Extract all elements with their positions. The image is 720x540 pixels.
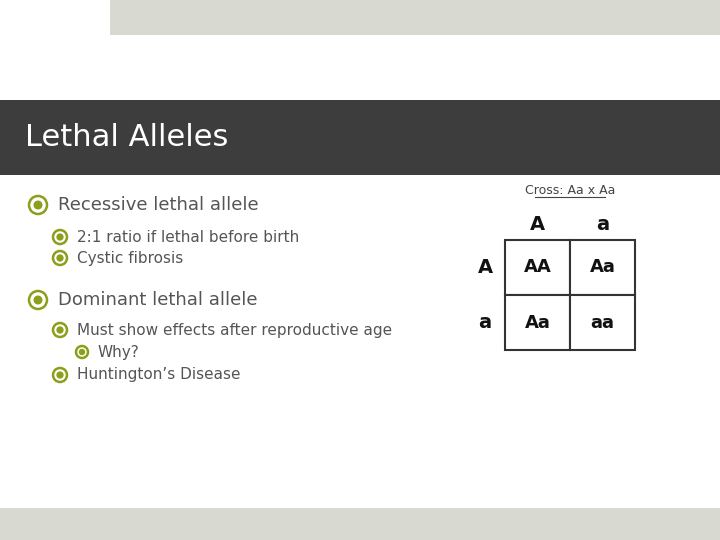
Text: Must show effects after reproductive age: Must show effects after reproductive age (77, 322, 392, 338)
Text: a: a (478, 313, 492, 332)
Circle shape (57, 255, 63, 261)
Bar (0, 508, 720, 540)
Bar (110, 0, 720, 35)
Bar (570, 295, 635, 350)
Bar (505, 240, 570, 295)
Circle shape (57, 327, 63, 333)
Text: Huntington’s Disease: Huntington’s Disease (77, 368, 240, 382)
Circle shape (35, 296, 42, 304)
Text: Aa: Aa (525, 314, 550, 332)
Text: A: A (477, 258, 492, 277)
Text: Cystic fibrosis: Cystic fibrosis (77, 251, 184, 266)
Text: Dominant lethal allele: Dominant lethal allele (58, 291, 258, 309)
Bar (570, 240, 635, 295)
Circle shape (79, 349, 84, 355)
Text: Aa: Aa (590, 259, 616, 276)
Text: Lethal Alleles: Lethal Alleles (25, 124, 228, 152)
Text: 2:1 ratio if lethal before birth: 2:1 ratio if lethal before birth (77, 230, 300, 245)
Text: Why?: Why? (97, 345, 139, 360)
Text: Cross: Aa x Aa: Cross: Aa x Aa (525, 184, 615, 197)
Circle shape (57, 372, 63, 378)
Text: AA: AA (523, 259, 552, 276)
Text: a: a (596, 215, 609, 234)
Text: A: A (530, 215, 545, 234)
Bar (0, 100, 720, 175)
Circle shape (57, 234, 63, 240)
Text: Recessive lethal allele: Recessive lethal allele (58, 196, 258, 214)
Bar (505, 295, 570, 350)
Text: aa: aa (590, 314, 614, 332)
Circle shape (35, 201, 42, 209)
